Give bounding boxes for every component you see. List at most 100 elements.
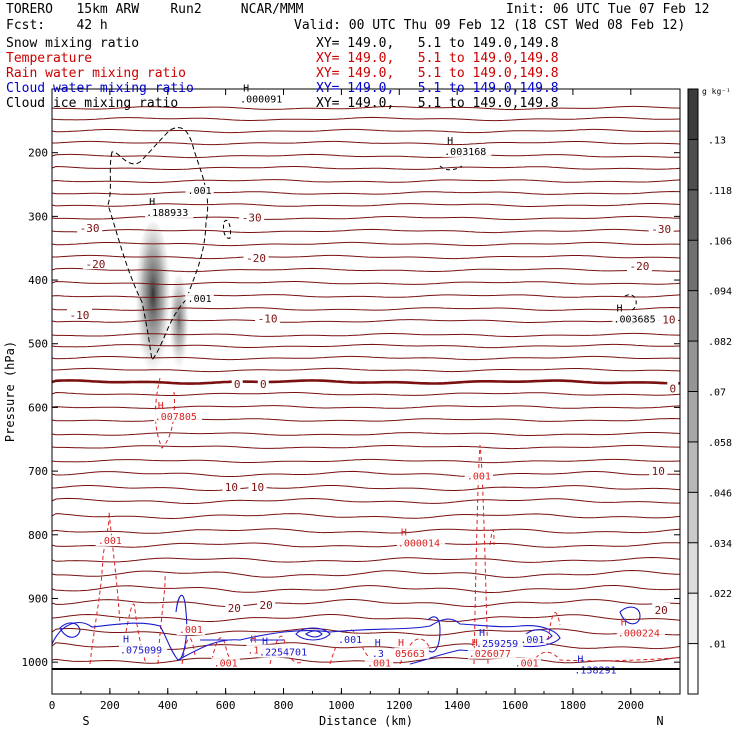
max-value-label: .000224 <box>618 628 660 639</box>
x-tick-label: 1800 <box>560 699 587 712</box>
x-tick-label: 200 <box>100 699 120 712</box>
max-marker: H <box>401 528 407 539</box>
contour-label: .001 <box>338 635 362 646</box>
colorbar-swatch <box>688 643 698 694</box>
colorbar-label: .046 <box>708 488 732 499</box>
colorbar-label: .01 <box>708 640 726 651</box>
rain-contour <box>399 638 431 665</box>
max-marker: H <box>447 136 453 147</box>
temperature-line <box>51 497 680 504</box>
colorbar-label: .082 <box>708 337 732 348</box>
max-value-label: .2254701 <box>259 648 307 659</box>
colorbar-swatch <box>688 492 698 543</box>
temperature-line <box>51 190 680 195</box>
x-tick-label: 0 <box>49 699 56 712</box>
colorbar-swatch <box>688 189 698 241</box>
max-marker: H <box>250 635 256 646</box>
max-value-label: 05663 <box>395 649 425 660</box>
contour-label: .001 <box>188 186 212 197</box>
snow-core-secondary <box>169 275 189 375</box>
max-value-label: .003168 <box>444 147 486 158</box>
x-tick-label: 1400 <box>444 699 471 712</box>
temperature-label: -30 <box>80 222 100 235</box>
rain-contour <box>89 511 121 665</box>
max-marker: H <box>577 654 583 665</box>
colorbar-label: .13 <box>708 135 726 146</box>
y-tick-label: 600 <box>28 401 48 414</box>
max-marker: H <box>479 628 485 639</box>
temperature-line <box>52 254 681 260</box>
temperature-label: -20 <box>85 258 105 271</box>
cloud-water-contour <box>175 594 188 661</box>
rain-contour <box>531 651 677 665</box>
max-value-label: .259259 <box>476 639 518 650</box>
temperature-line <box>51 105 681 111</box>
x-tick-label: 2000 <box>618 699 645 712</box>
init-time: Init: 06 UTC Tue 07 Feb 12 <box>506 2 710 17</box>
max-marker: H <box>375 638 381 649</box>
colorbar-label: .106 <box>708 236 732 247</box>
north-label: N <box>656 714 663 728</box>
colorbar-label: .07 <box>708 388 726 399</box>
temperature-line <box>51 306 681 311</box>
field-name-cloud-water: Cloud water mixing ratio <box>6 81 194 96</box>
colorbar-swatch <box>688 441 698 493</box>
temperature-label: -20 <box>630 260 650 273</box>
colorbar-label: .034 <box>708 539 732 550</box>
x-tick-label: 800 <box>274 699 294 712</box>
field-name-temperature: Temperature <box>6 51 93 66</box>
colorbar-swatch <box>688 89 698 140</box>
temperature-line <box>51 379 680 385</box>
temperature-line <box>51 542 681 548</box>
temperature-label: 10 <box>225 481 238 494</box>
colorbar-label: .058 <box>708 438 732 449</box>
y-tick-label: 500 <box>28 338 48 351</box>
cloud-ice-contour-main <box>107 127 209 362</box>
field-xy-rain: XY= 149.0, 5.1 to 149.0,149.8 <box>316 66 559 81</box>
rain-contour <box>473 444 489 665</box>
rain-contour <box>157 574 166 665</box>
temperature-line <box>51 585 681 593</box>
temperature-label: -10 <box>70 309 90 322</box>
max-value-label: .026077 <box>469 649 511 660</box>
temperature-label: -30 <box>651 223 671 236</box>
temperature-line <box>52 367 681 373</box>
y-axis-label: Pressure (hPa) <box>3 341 17 442</box>
temperature-label: -30 <box>242 212 262 225</box>
colorbar-swatch <box>688 139 698 190</box>
colorbar-swatch <box>688 593 698 644</box>
temperature-line <box>51 153 680 159</box>
colorbar-swatch <box>688 391 698 442</box>
temperature-line <box>51 241 681 247</box>
colorbar-unit: g kg⁻¹ <box>702 87 731 96</box>
y-tick-label: 1000 <box>22 656 49 669</box>
contour-label: .001 <box>98 536 122 547</box>
temperature-label: 0 <box>260 378 267 391</box>
contour-label: .001 <box>520 635 544 646</box>
contour-label: .001 <box>515 658 539 669</box>
plot-frame <box>51 88 681 695</box>
temperature-line <box>51 470 681 478</box>
colorbar-label: .094 <box>708 287 732 298</box>
colorbar-swatch <box>688 290 698 342</box>
temperature-line <box>51 528 681 534</box>
valid-time: Valid: 00 UTC Thu 09 Feb 12 (18 CST Wed … <box>294 18 686 33</box>
colorbar-swatch <box>688 240 698 291</box>
temperature-label: 10 <box>652 465 665 478</box>
temperature-line <box>51 355 680 361</box>
temperature-line <box>51 613 681 622</box>
colorbar-label: .022 <box>708 589 732 600</box>
temperature-line <box>51 599 681 608</box>
temperature-line <box>51 513 681 520</box>
temperature-line <box>52 140 681 146</box>
max-value-label: .000091 <box>240 95 282 106</box>
field-xy-cloud-water: XY= 149.0, 5.1 to 149.0,149.8 <box>316 81 559 96</box>
max-marker: H <box>621 617 627 628</box>
x-tick-label: 1600 <box>502 699 529 712</box>
y-tick-label: 200 <box>28 147 48 160</box>
contour-label: .001 <box>188 294 212 305</box>
cloud-ice-contour-small <box>439 165 463 171</box>
temperature-line <box>51 228 681 234</box>
max-value-label: .3 <box>372 649 384 660</box>
temperature-label: 0 <box>234 378 241 391</box>
